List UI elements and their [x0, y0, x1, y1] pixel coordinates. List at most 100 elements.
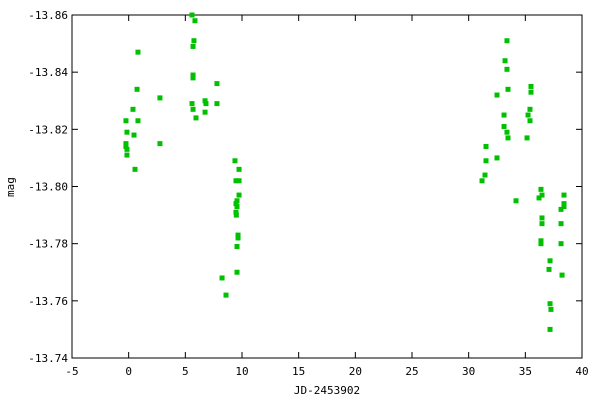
x-tick-label: 30 — [462, 365, 475, 378]
data-point — [561, 192, 567, 198]
data-point — [189, 12, 195, 18]
data-point — [123, 143, 129, 149]
x-tick-label: -5 — [65, 365, 78, 378]
data-point — [561, 201, 567, 207]
data-point — [546, 266, 552, 272]
data-point — [505, 86, 511, 92]
data-point — [157, 141, 163, 147]
y-tick-label: -13.74 — [28, 352, 68, 365]
x-tick-label: 40 — [575, 365, 588, 378]
data-point — [123, 118, 129, 124]
data-point — [539, 221, 545, 227]
data-point — [547, 326, 553, 332]
data-point — [135, 118, 141, 124]
data-point — [233, 212, 239, 218]
x-tick-label: 0 — [125, 365, 132, 378]
x-tick-label: 20 — [349, 365, 362, 378]
data-point — [135, 49, 141, 55]
data-point — [234, 244, 240, 250]
data-point — [232, 158, 238, 164]
data-point — [559, 272, 565, 278]
data-point — [539, 192, 545, 198]
data-point — [558, 241, 564, 247]
data-point — [190, 106, 196, 112]
data-point — [190, 72, 196, 78]
data-point — [536, 195, 542, 201]
y-tick-label: -13.76 — [28, 295, 68, 308]
data-point — [561, 204, 567, 210]
data-point — [223, 292, 229, 298]
data-point — [235, 235, 241, 241]
data-point — [124, 152, 130, 158]
data-point — [502, 58, 508, 64]
data-point — [202, 109, 208, 115]
data-point — [190, 75, 196, 81]
data-point — [236, 192, 242, 198]
y-axis-label: mag — [4, 177, 17, 197]
data-point — [219, 275, 225, 281]
data-points — [123, 12, 567, 332]
data-point — [234, 198, 240, 204]
data-point — [214, 81, 220, 87]
x-tick-label: 5 — [182, 365, 189, 378]
data-point — [528, 83, 534, 89]
data-point — [548, 306, 554, 312]
data-point — [157, 95, 163, 101]
data-point — [525, 112, 531, 118]
data-point — [234, 269, 240, 275]
data-point — [189, 101, 195, 107]
data-point — [233, 209, 239, 215]
y-tick-label: -13.82 — [28, 123, 68, 136]
data-point — [192, 18, 198, 24]
data-point — [504, 129, 510, 135]
y-tick-label: -13.84 — [28, 66, 68, 79]
data-point — [482, 172, 488, 178]
data-point — [483, 158, 489, 164]
data-point — [203, 101, 209, 107]
data-point — [558, 221, 564, 227]
data-point — [538, 186, 544, 192]
x-axis: -5 0 5 10 15 20 25 30 35 40 — [65, 15, 589, 378]
data-point — [505, 135, 511, 141]
data-point — [123, 141, 129, 147]
data-point — [547, 301, 553, 307]
x-tick-label: 25 — [405, 365, 418, 378]
data-point — [124, 146, 130, 152]
data-point — [539, 215, 545, 221]
data-point — [504, 66, 510, 72]
data-point — [558, 206, 564, 212]
y-axis: -13.86 -13.84 -13.82 -13.80 -13.78 -13.76 -13.… — [28, 9, 582, 365]
data-point — [191, 38, 197, 44]
data-point — [483, 143, 489, 149]
plot-frame — [71, 14, 583, 359]
data-point — [501, 112, 507, 118]
y-tick-label: -13.78 — [28, 238, 68, 251]
data-point — [134, 86, 140, 92]
data-point — [130, 106, 136, 112]
data-point — [538, 238, 544, 244]
y-tick-label: -13.86 — [28, 9, 68, 22]
data-point — [527, 106, 533, 112]
data-point — [527, 118, 533, 124]
data-point — [236, 166, 242, 172]
data-point — [494, 155, 500, 161]
data-point — [235, 232, 241, 238]
data-point — [131, 132, 137, 138]
data-point — [538, 241, 544, 247]
y-tick-label: -13.80 — [28, 181, 68, 194]
data-point — [132, 166, 138, 172]
data-point — [124, 129, 130, 135]
data-point — [501, 123, 507, 129]
data-point — [547, 258, 553, 264]
data-point — [524, 135, 530, 141]
data-point — [236, 178, 242, 184]
data-point — [190, 43, 196, 49]
data-point — [513, 198, 519, 204]
data-point — [202, 98, 208, 104]
data-point — [214, 101, 220, 107]
data-point — [233, 201, 239, 207]
x-tick-label: 35 — [519, 365, 532, 378]
data-point — [233, 178, 239, 184]
x-tick-label: 15 — [292, 365, 305, 378]
